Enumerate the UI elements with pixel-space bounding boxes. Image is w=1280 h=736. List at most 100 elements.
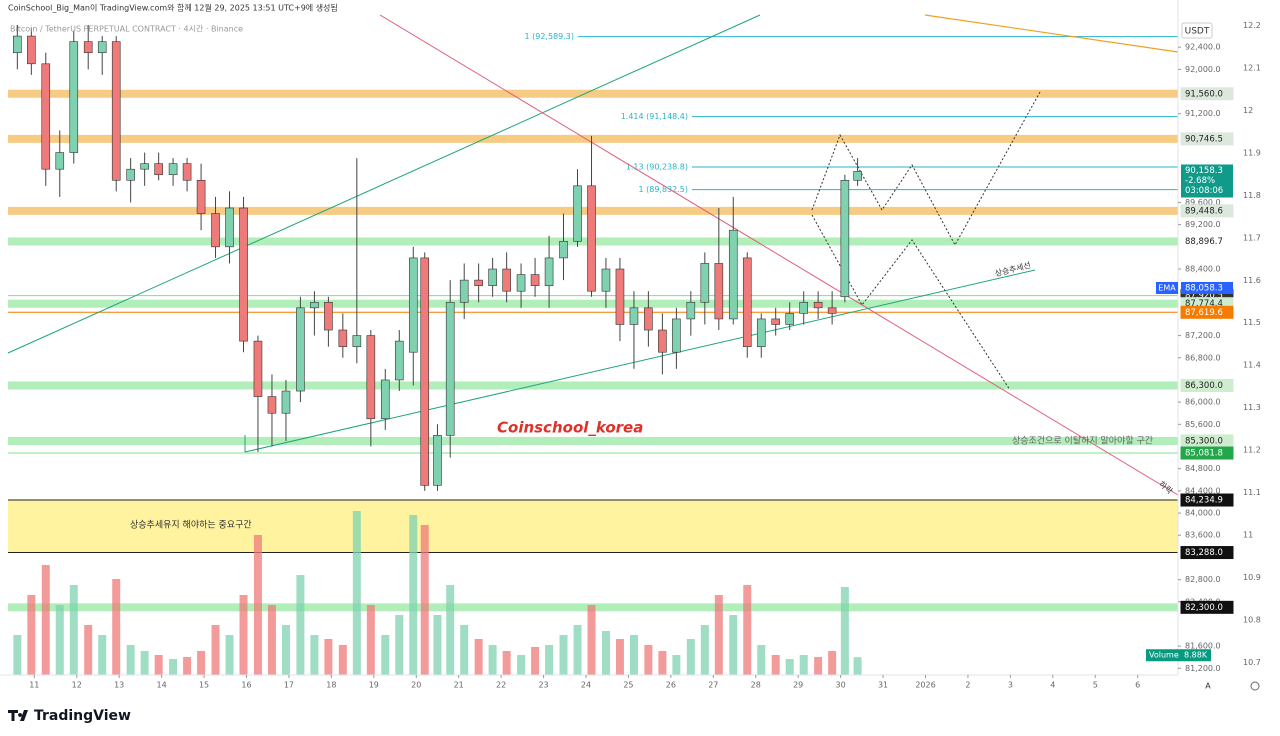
projection-path bbox=[811, 91, 1041, 247]
y2-tick-label: 10.7 bbox=[1243, 658, 1261, 667]
candle-body bbox=[644, 307, 653, 331]
volume-bar bbox=[98, 635, 107, 675]
fib-label: 1.13 (90,238.8) bbox=[626, 163, 688, 172]
level-tag: 91,560.0 bbox=[1185, 89, 1223, 99]
currency-box[interactable] bbox=[1181, 22, 1213, 39]
volume-bar bbox=[828, 651, 837, 675]
volume-bar bbox=[714, 595, 723, 675]
x-tick-label: 22 bbox=[496, 681, 506, 690]
volume-bar bbox=[324, 639, 333, 675]
x-tick-label: 17 bbox=[284, 681, 294, 690]
volume-bar bbox=[69, 585, 78, 675]
scale-mode[interactable]: A bbox=[1205, 682, 1211, 691]
y-tick-label: 92,000.0 bbox=[1185, 65, 1221, 74]
candle-body bbox=[700, 263, 710, 303]
x-tick-label: 16 bbox=[241, 681, 251, 690]
volume-bar bbox=[446, 585, 455, 675]
candle-body bbox=[154, 163, 163, 176]
volume-bar bbox=[169, 659, 178, 675]
candle-body bbox=[459, 279, 469, 303]
level-band bbox=[8, 89, 1178, 98]
y-tick-label: 85,600.0 bbox=[1185, 420, 1221, 429]
y2-tick-label: 11.6 bbox=[1243, 276, 1261, 285]
candle-body bbox=[445, 301, 455, 436]
level-tag-bg bbox=[1180, 132, 1234, 146]
volume-bar bbox=[672, 655, 681, 675]
y-tick-label: 91,200.0 bbox=[1185, 109, 1221, 118]
candle-body bbox=[324, 301, 333, 331]
volume-bar bbox=[587, 605, 596, 675]
x-tick-label: 20 bbox=[411, 681, 421, 690]
candle-body bbox=[267, 396, 277, 414]
volume-bar bbox=[281, 625, 290, 675]
x-tick-label: 12 bbox=[72, 681, 82, 690]
annotation: 상승조건으로 이탈하지 말아야할 구간 bbox=[1012, 435, 1153, 447]
candle-body bbox=[182, 163, 192, 181]
candle-body bbox=[366, 335, 376, 420]
y2-tick-label: 12 bbox=[1243, 106, 1253, 115]
volume-bar bbox=[502, 651, 511, 675]
volume-bar bbox=[573, 625, 582, 675]
candle-body bbox=[55, 152, 65, 170]
x-tick-label: 13 bbox=[114, 681, 124, 690]
y-tick-label: 82,800.0 bbox=[1185, 575, 1221, 584]
level-tag-bg bbox=[1180, 204, 1234, 218]
candle-body bbox=[338, 329, 348, 347]
volume-bar bbox=[197, 651, 206, 675]
level-band bbox=[8, 299, 1178, 308]
volume-bar bbox=[409, 515, 418, 675]
candle-body bbox=[394, 340, 404, 381]
x-tick-label: 27 bbox=[708, 681, 718, 690]
volume-bar bbox=[338, 645, 347, 675]
x-tick-label: 25 bbox=[623, 681, 633, 690]
x-tick-label: 29 bbox=[793, 681, 803, 690]
y2-tick-label: 11.1 bbox=[1243, 488, 1261, 497]
volume-bar bbox=[531, 647, 540, 675]
candle-body bbox=[420, 257, 430, 486]
trend-line bbox=[244, 269, 1036, 453]
candle-body bbox=[168, 163, 178, 176]
candle-body bbox=[686, 301, 696, 320]
volume-bar bbox=[785, 659, 794, 675]
price-change: -2.68% bbox=[1185, 176, 1215, 186]
candle-body bbox=[516, 274, 526, 292]
ema-name: EMA bbox=[1158, 283, 1176, 292]
candle-body bbox=[111, 41, 121, 181]
ema-tag-bg bbox=[1181, 281, 1233, 294]
candle-body bbox=[544, 257, 554, 286]
fib-label: 1.414 (91,148.4) bbox=[621, 112, 688, 121]
fib-label: 1 (89,832.5) bbox=[639, 185, 689, 194]
x-tick-label: 23 bbox=[538, 681, 548, 690]
settings-icon[interactable] bbox=[1250, 681, 1260, 691]
volume-bar bbox=[840, 587, 849, 675]
y-tick-label: 88,400.0 bbox=[1185, 265, 1221, 274]
candle-body bbox=[587, 185, 596, 292]
volume-bar bbox=[126, 645, 135, 675]
y-tick-label: 81,600.0 bbox=[1185, 642, 1221, 651]
x-tick-label: 2 bbox=[965, 681, 970, 690]
volume-bar bbox=[460, 625, 469, 675]
candle-body bbox=[728, 229, 738, 320]
volume-bar bbox=[771, 655, 780, 675]
candle-body bbox=[658, 329, 667, 353]
candle-body bbox=[629, 307, 639, 325]
level-band bbox=[8, 134, 1178, 143]
volume-bar bbox=[253, 535, 262, 675]
volume-bar bbox=[296, 575, 305, 675]
y2-tick-label: 11.7 bbox=[1243, 233, 1261, 242]
candle-body bbox=[296, 307, 305, 392]
candle-body bbox=[474, 279, 483, 286]
x-tick-label: 3 bbox=[1008, 681, 1013, 690]
volume-bar bbox=[799, 655, 808, 675]
volume-bar bbox=[183, 657, 192, 675]
volume-bar bbox=[310, 635, 319, 675]
volume-bar bbox=[112, 579, 121, 675]
level-tag-bg bbox=[1180, 546, 1234, 560]
volume-bar bbox=[84, 625, 93, 675]
y-tick-label: 92,400.0 bbox=[1185, 43, 1221, 52]
candle-body bbox=[601, 268, 611, 292]
ema-name-bg bbox=[1156, 281, 1178, 294]
y-tick-label: 84,800.0 bbox=[1185, 464, 1221, 473]
